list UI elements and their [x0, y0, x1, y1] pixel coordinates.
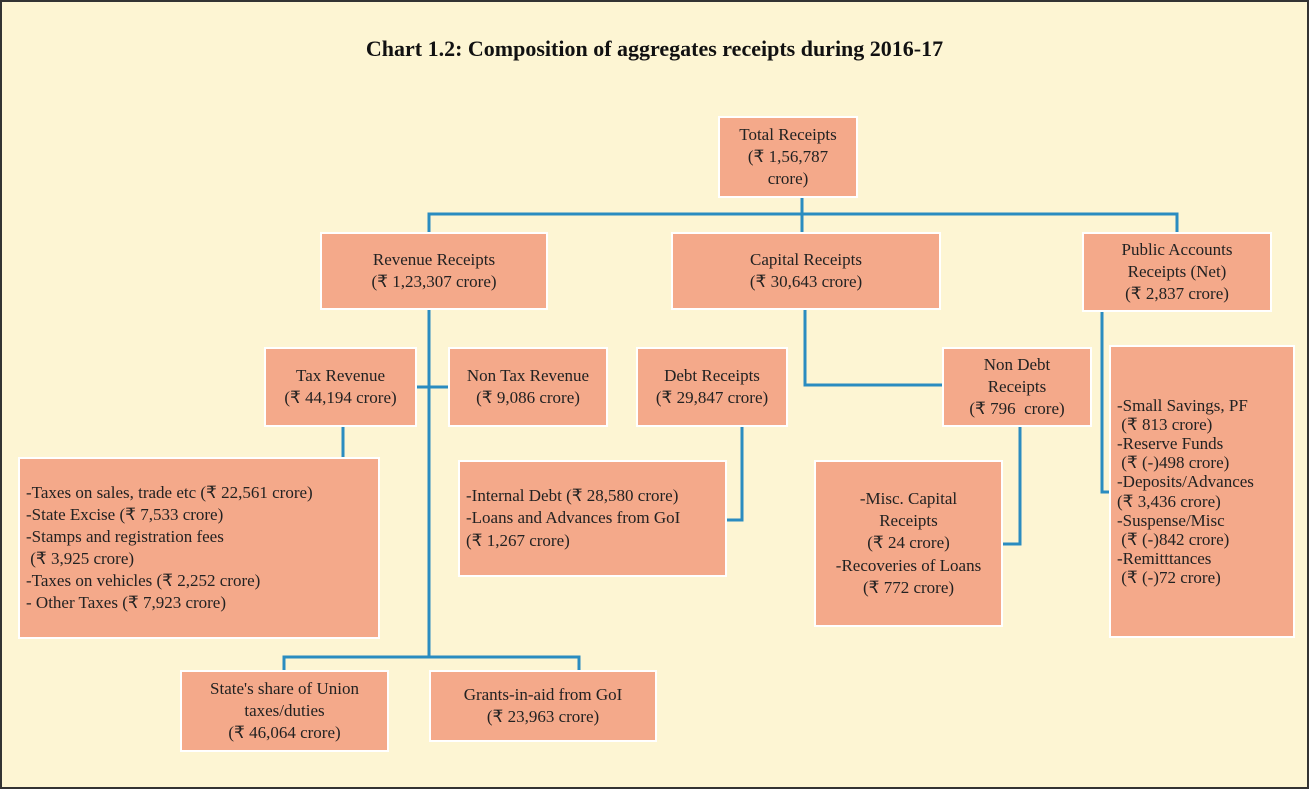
node-text: -Misc. Capital [859, 489, 958, 509]
node-text: -Recoveries of Loans [835, 555, 982, 575]
node-text: (₹ (-)842 crore) [1117, 529, 1230, 549]
node-text: (₹ 23,963 crore) [486, 707, 600, 726]
node-box: Revenue Receipts (₹ 1,23,307 crore) [320, 232, 548, 310]
node-box: -Internal Debt (₹ 28,580 crore) -Loans an… [458, 460, 727, 577]
node-text: (₹ 1,267 crore) [466, 530, 570, 550]
node-box: -Small Savings, PF (₹ 813 crore) -Reserve… [1109, 345, 1295, 638]
connector [803, 310, 942, 387]
node-text: Debt Receipts [664, 365, 760, 385]
connector [282, 655, 581, 670]
node-box: -Misc. Capital Receipts (₹ 24 crore) -Recov… [814, 460, 1003, 627]
node-text: (₹ 3,436 crore) [1117, 491, 1221, 511]
node-text: (₹ 1,23,307 crore) [371, 272, 497, 291]
node-box: Debt Receipts (₹ 29,847 crore) [636, 347, 788, 427]
node-text: Grants-in-aid from GoI [463, 684, 623, 704]
node-text: Non Tax Revenue [466, 365, 590, 385]
node-text: -State Excise (₹ 7,533 crore) [26, 504, 224, 524]
connector [727, 427, 744, 522]
node-text: -Small Savings, PF [1117, 396, 1248, 416]
node-text: -Remitttances [1117, 548, 1212, 568]
node-box: Non Debt Receipts (₹ 796 crore) [942, 347, 1092, 427]
node-text: (₹ 29,847 crore) [655, 388, 769, 407]
node-text: taxes/duties [244, 700, 325, 720]
node-text: (₹ 9,086 crore) [476, 388, 580, 407]
node-text: (₹ 46,064 crore) [228, 723, 341, 743]
node-box: Grants-in-aid from GoI (₹ 23,963 crore) [429, 670, 657, 742]
node-text: (₹ (-)72 crore) [1117, 567, 1221, 587]
connector-lines [282, 198, 1179, 670]
node-text: crore) [767, 169, 809, 189]
node-text: (₹ 1,56,787 [747, 146, 829, 166]
node-box: Total Receipts (₹ 1,56,787 crore) [718, 116, 858, 198]
node-text: -Internal Debt (₹ 28,580 crore) [466, 486, 679, 506]
node-text: -Stamps and registration fees [26, 526, 224, 546]
connector [1003, 427, 1022, 546]
node-box: Public Accounts Receipts (Net) (₹ 2,837 cr… [1082, 232, 1272, 312]
node-box: State's share of Union taxes/duties (₹ 46,… [180, 670, 389, 752]
node-box: -Taxes on sales, trade etc (₹ 22,561 cro… [18, 457, 380, 639]
node-text: State's share of Union [210, 678, 359, 698]
node-text: (₹ 772 crore) [862, 577, 955, 597]
node-text: -Deposits/Advances [1117, 472, 1254, 492]
node-text: Receipts [879, 511, 938, 531]
node-text: Non Debt [983, 354, 1051, 374]
node-text: - Other Taxes (₹ 7,923 crore) [26, 593, 227, 613]
node-text: (₹ (-)498 crore) [1117, 453, 1230, 473]
node-text: Public Accounts [1121, 239, 1233, 259]
node-text: (₹ 796 crore) [969, 399, 1065, 419]
node-text: -Reserve Funds [1117, 434, 1224, 454]
chart-title: Chart 1.2: Composition of aggregates rec… [365, 36, 944, 61]
node-text: (₹ 30,643 crore) [749, 272, 863, 291]
node-text: -Taxes on sales, trade etc (₹ 22,561 cro… [26, 482, 313, 502]
node-text: Total Receipts [739, 124, 837, 144]
node-text: (₹ 813 crore) [1117, 415, 1213, 435]
node-text: Tax Revenue [296, 365, 385, 385]
node-box: Tax Revenue (₹ 44,194 crore) [264, 347, 417, 427]
connector [1100, 312, 1109, 494]
node-text: (₹ 3,925 crore) [26, 549, 135, 568]
node-text: (₹ 2,837 crore) [1125, 284, 1229, 304]
node-box: Non Tax Revenue (₹ 9,086 crore) [448, 347, 608, 427]
node-text: -Suspense/Misc [1117, 510, 1225, 530]
node-text: Receipts [987, 376, 1047, 396]
node-text: Capital Receipts [750, 249, 862, 269]
node-text: (₹ 24 crore) [867, 533, 950, 553]
node-text: -Taxes on vehicles (₹ 2,252 crore) [26, 571, 261, 591]
node-text: -Loans and Advances from GoI [466, 508, 681, 528]
node-box: Capital Receipts (₹ 30,643 crore) [671, 232, 941, 310]
node-text: Revenue Receipts [372, 249, 496, 269]
node-text: Receipts (Net) [1127, 261, 1227, 281]
node-text: (₹ 44,194 crore) [284, 388, 397, 407]
